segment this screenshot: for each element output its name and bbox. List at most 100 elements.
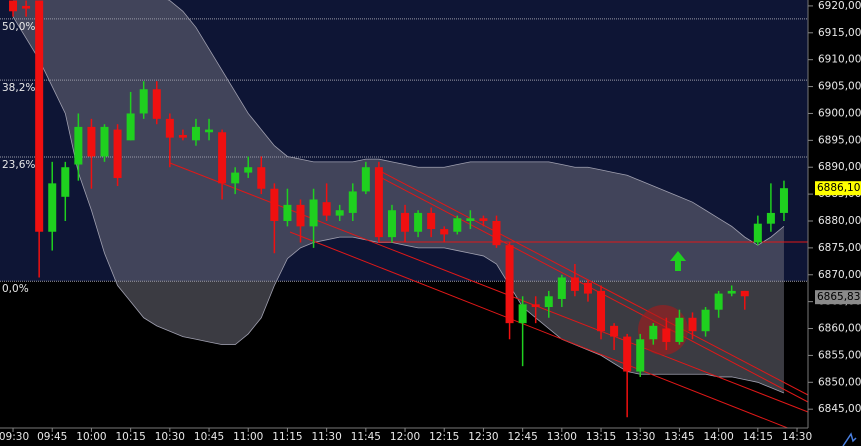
candle-body — [649, 325, 658, 340]
candle-body — [779, 188, 788, 213]
y-tick-label: 6870,00 — [818, 269, 861, 281]
x-tick-label: 13:15 — [586, 431, 616, 443]
candle-body — [766, 212, 775, 224]
candle-body — [387, 210, 396, 238]
candle-body — [753, 223, 762, 243]
x-tick-label: 11:15 — [272, 431, 302, 443]
x-tick-label: 09:45 — [37, 431, 67, 443]
band-upper — [167, 0, 785, 246]
candle-body — [22, 5, 31, 9]
candle-body — [466, 218, 475, 221]
candle-body — [178, 134, 187, 138]
y-tick-label: 6845,00 — [818, 403, 861, 415]
candle-body — [557, 277, 566, 299]
x-tick-label: 12:45 — [508, 431, 538, 443]
candle-body — [270, 188, 279, 221]
x-tick-label: 13:00 — [547, 431, 577, 443]
candle-body — [492, 220, 501, 246]
candle-body — [374, 167, 383, 238]
fib-label: 50,0% — [2, 21, 35, 33]
candle-body — [610, 325, 619, 337]
y-tick-label: 6860,00 — [818, 323, 861, 335]
band-fill — [13, 0, 784, 394]
x-tick-label: 11:00 — [233, 431, 263, 443]
price-marker — [815, 181, 861, 196]
band-lower — [12, 16, 785, 394]
candle-body — [296, 204, 305, 227]
y-tick-label: 6915,00 — [818, 27, 861, 39]
candle-body — [218, 132, 227, 184]
channel-line — [377, 175, 809, 403]
y-tick-label: 6900,00 — [818, 107, 861, 119]
candle-body — [126, 113, 135, 141]
price-axis — [808, 0, 861, 446]
x-tick-label: 11:30 — [312, 431, 342, 443]
candle-body — [662, 328, 671, 342]
candle-body — [348, 191, 357, 213]
x-tick-label: 10:15 — [116, 431, 146, 443]
candle-body — [191, 126, 200, 141]
x-tick-label: 12:15 — [429, 431, 459, 443]
candle-body — [9, 0, 18, 12]
channel-line — [377, 169, 809, 396]
candle-body — [583, 282, 592, 294]
candle-body — [688, 317, 697, 332]
x-tick-label: 10:30 — [155, 431, 185, 443]
candle-body — [570, 277, 579, 291]
candle-body — [113, 129, 122, 178]
candle-body — [139, 89, 148, 114]
candle-body — [453, 218, 462, 232]
fib-label: 38,2% — [2, 82, 35, 94]
candle-body — [152, 89, 161, 119]
x-tick-label: 14:00 — [704, 431, 734, 443]
candle-body — [440, 229, 449, 235]
y-tick-label: 6905,00 — [818, 81, 861, 93]
candle-body — [518, 304, 527, 324]
y-tick-label: 6855,00 — [818, 349, 861, 361]
candle-body — [597, 290, 606, 332]
x-tick-label: 14:15 — [743, 431, 773, 443]
candle-body — [636, 339, 645, 372]
candles — [9, 0, 788, 418]
candle-body — [35, 0, 44, 232]
x-tick-label: 11:45 — [351, 431, 381, 443]
corner-icon — [842, 432, 857, 446]
time-axis — [0, 428, 808, 446]
candle-body — [48, 183, 57, 232]
candle-body — [335, 210, 344, 216]
candle-body — [361, 167, 370, 192]
fib-levels: 50,0% 38,2% 23,6% 0,0% — [0, 18, 808, 295]
candle-body — [544, 296, 553, 308]
x-tick-label: 10:45 — [194, 431, 224, 443]
candle-body — [727, 290, 736, 294]
candle-body — [205, 129, 214, 133]
x-tick-label: 10:00 — [76, 431, 106, 443]
candle-body — [257, 167, 266, 189]
x-tick-label: 13:45 — [664, 431, 694, 443]
price-marker — [815, 290, 861, 305]
candle-body — [675, 317, 684, 342]
y-tick-label: 6920,00 — [818, 0, 861, 12]
x-tick-label: 12:30 — [468, 431, 498, 443]
candle-body — [100, 126, 109, 157]
candle-body — [479, 218, 488, 221]
candle-body — [623, 336, 632, 372]
up-arrow — [670, 251, 686, 271]
fib-label: 23,6% — [2, 159, 35, 171]
x-tick-label: 12:00 — [390, 431, 420, 443]
candle-body — [231, 172, 240, 184]
candle-body — [740, 290, 749, 297]
candle-body — [401, 212, 410, 232]
candle-body — [531, 304, 540, 308]
candle-body — [283, 204, 292, 221]
candle-body — [414, 212, 423, 232]
channel-line — [289, 231, 809, 437]
y-tick-label: 6895,00 — [818, 134, 861, 146]
candle-body — [427, 212, 436, 230]
candle-body — [505, 245, 514, 324]
y-tick-label: 6880,00 — [818, 215, 861, 227]
y-tick-label: 6850,00 — [818, 376, 861, 388]
x-tick-label: 14:30 — [782, 431, 812, 443]
